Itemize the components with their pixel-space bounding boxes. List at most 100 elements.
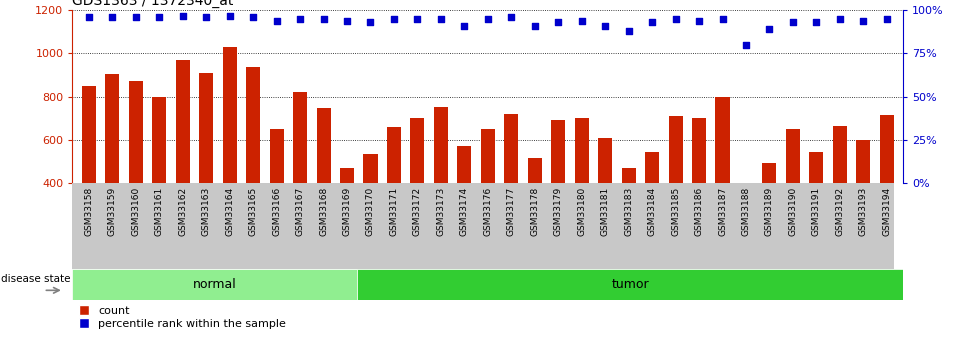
Text: GSM33170: GSM33170 xyxy=(366,187,375,236)
Text: GSM33163: GSM33163 xyxy=(202,187,211,236)
Bar xyxy=(810,151,823,269)
Text: GSM33165: GSM33165 xyxy=(248,187,258,236)
Bar xyxy=(317,108,330,269)
Bar xyxy=(856,140,870,269)
Text: GSM33194: GSM33194 xyxy=(882,187,892,236)
Bar xyxy=(340,168,355,269)
Point xyxy=(762,27,778,32)
Text: GSM33173: GSM33173 xyxy=(437,187,445,236)
Point xyxy=(809,20,824,25)
Point xyxy=(198,14,213,20)
Point xyxy=(222,13,238,18)
Point xyxy=(269,18,284,23)
Point xyxy=(245,14,261,20)
Text: GSM33187: GSM33187 xyxy=(718,187,727,236)
Text: GSM33180: GSM33180 xyxy=(578,187,586,236)
Text: GSM33191: GSM33191 xyxy=(811,187,821,236)
Text: GSM33174: GSM33174 xyxy=(460,187,469,236)
Bar xyxy=(222,47,237,269)
Text: normal: normal xyxy=(193,278,237,291)
Bar xyxy=(153,97,166,269)
Text: GSM33159: GSM33159 xyxy=(108,187,117,236)
Bar xyxy=(246,68,260,269)
Text: GSM33185: GSM33185 xyxy=(671,187,680,236)
Text: GSM33168: GSM33168 xyxy=(319,187,328,236)
Point xyxy=(175,13,190,18)
Text: GSM33160: GSM33160 xyxy=(131,187,140,236)
Text: GSM33162: GSM33162 xyxy=(179,187,187,236)
Text: GSM33181: GSM33181 xyxy=(601,187,610,236)
Point xyxy=(386,16,402,22)
Text: GSM33193: GSM33193 xyxy=(859,187,867,236)
Text: GSM33176: GSM33176 xyxy=(483,187,493,236)
Bar xyxy=(739,189,753,269)
Text: GSM33189: GSM33189 xyxy=(765,187,774,236)
Text: GSM33179: GSM33179 xyxy=(554,187,563,236)
Text: GSM33190: GSM33190 xyxy=(788,187,797,236)
Bar xyxy=(716,97,729,269)
Point xyxy=(879,16,895,22)
Text: GSM33171: GSM33171 xyxy=(389,187,398,236)
Text: GDS1363 / 1372340_at: GDS1363 / 1372340_at xyxy=(72,0,234,8)
Bar xyxy=(199,73,213,269)
Text: GSM33164: GSM33164 xyxy=(225,187,234,236)
Point xyxy=(621,28,637,34)
Point xyxy=(785,20,801,25)
Text: GSM33183: GSM33183 xyxy=(624,187,633,236)
Point xyxy=(644,20,660,25)
Bar xyxy=(357,269,903,300)
Text: tumor: tumor xyxy=(611,278,649,291)
Bar xyxy=(552,120,565,269)
Point xyxy=(410,16,425,22)
Point xyxy=(551,20,566,25)
Bar xyxy=(128,81,143,269)
Text: GSM33186: GSM33186 xyxy=(695,187,703,236)
Point xyxy=(339,18,355,23)
Point xyxy=(81,14,97,20)
Point xyxy=(316,16,331,22)
Text: GSM33167: GSM33167 xyxy=(296,187,304,236)
Text: GSM33169: GSM33169 xyxy=(343,187,352,236)
Bar xyxy=(504,114,519,269)
Point xyxy=(856,18,871,23)
Point xyxy=(104,14,120,20)
Point xyxy=(480,16,496,22)
Text: disease state: disease state xyxy=(2,274,71,284)
Text: GSM33166: GSM33166 xyxy=(272,187,281,236)
Bar xyxy=(411,118,424,269)
Text: GSM33161: GSM33161 xyxy=(155,187,164,236)
Point xyxy=(152,14,167,20)
Bar xyxy=(692,118,706,269)
Bar xyxy=(72,269,357,300)
Text: GSM33192: GSM33192 xyxy=(836,187,844,236)
Bar xyxy=(293,92,307,269)
Text: GSM33158: GSM33158 xyxy=(84,187,94,236)
Bar xyxy=(575,118,588,269)
Point xyxy=(503,14,519,20)
Bar xyxy=(527,158,542,269)
Bar xyxy=(880,115,894,269)
Point xyxy=(363,20,379,25)
Point xyxy=(527,23,543,29)
Bar xyxy=(668,116,683,269)
Legend: count, percentile rank within the sample: count, percentile rank within the sample xyxy=(78,306,286,329)
Point xyxy=(597,23,612,29)
Bar xyxy=(270,129,284,269)
Bar xyxy=(481,129,495,269)
Bar xyxy=(598,138,612,269)
Text: GSM33184: GSM33184 xyxy=(647,187,657,236)
Bar xyxy=(786,129,800,269)
Bar xyxy=(645,151,659,269)
Bar xyxy=(762,164,777,269)
Point xyxy=(832,16,847,22)
Bar xyxy=(176,60,189,269)
Point xyxy=(433,16,448,22)
Point xyxy=(457,23,472,29)
Bar xyxy=(82,86,96,269)
Point xyxy=(668,16,683,22)
Point xyxy=(574,18,589,23)
Text: GSM33188: GSM33188 xyxy=(742,187,751,236)
Text: GSM33172: GSM33172 xyxy=(412,187,422,236)
Bar xyxy=(105,75,120,269)
Point xyxy=(692,18,707,23)
